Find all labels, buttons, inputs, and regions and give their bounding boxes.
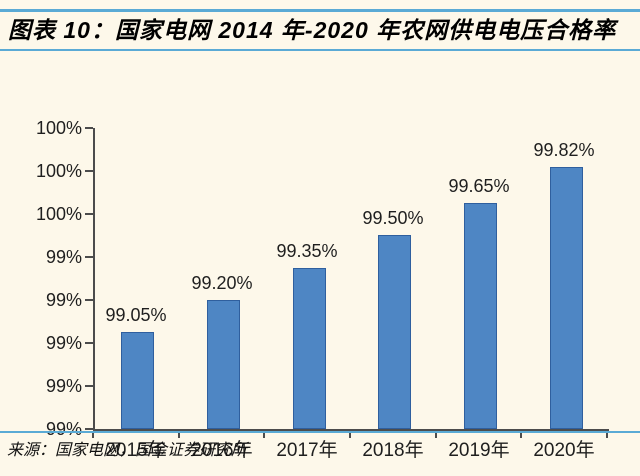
bar-value-label: 99.05% bbox=[105, 305, 167, 325]
bar-value-label: 99.20% bbox=[191, 273, 253, 293]
bar bbox=[293, 268, 326, 429]
x-tick-mark bbox=[263, 431, 266, 438]
bar-value-label: 99.65% bbox=[448, 176, 510, 196]
bar bbox=[550, 167, 583, 429]
y-tick-label: 100% bbox=[35, 204, 82, 224]
y-tick-mark bbox=[85, 256, 93, 258]
x-tick-mark bbox=[92, 431, 94, 438]
x-axis-label: 2018年 bbox=[362, 440, 424, 461]
bar-value-label: 99.50% bbox=[362, 208, 424, 228]
top-divider-line bbox=[0, 9, 640, 12]
y-tick-label: 99% bbox=[45, 419, 82, 439]
figure-title: 图表 10：国家电网 2014 年-2020 年农网供电电压合格率 bbox=[8, 17, 617, 43]
y-tick-mark bbox=[85, 170, 93, 172]
x-tick-mark bbox=[520, 431, 523, 438]
y-tick-mark bbox=[85, 213, 93, 215]
x-axis-label: 2017年 bbox=[276, 440, 338, 461]
x-tick-mark bbox=[606, 431, 608, 438]
y-tick-label: 100% bbox=[35, 161, 82, 181]
x-axis-label: 2015年 bbox=[105, 440, 167, 461]
x-tick-mark bbox=[434, 431, 437, 438]
bar-chart: 100% 100% 100% 99% 99% 99% 99% 99% 99.05% 2015年 99… bbox=[0, 55, 640, 461]
y-tick-label: 99% bbox=[45, 333, 82, 353]
y-tick-label: 100% bbox=[35, 118, 82, 138]
footer-divider-line bbox=[0, 431, 640, 433]
x-axis-label: 2016年 bbox=[191, 440, 253, 461]
y-tick-label: 99% bbox=[45, 290, 82, 310]
source-note: 来源：国家电网，国金证券研究所 bbox=[7, 442, 248, 459]
y-tick-mark bbox=[85, 385, 93, 387]
x-axis-label: 2020年 bbox=[533, 440, 595, 461]
title-divider-line bbox=[0, 49, 640, 51]
x-axis-label: 2019年 bbox=[448, 440, 510, 461]
bar bbox=[464, 203, 497, 429]
y-tick-mark bbox=[85, 342, 93, 344]
y-tick-mark bbox=[85, 428, 93, 430]
bar-value-label: 99.82% bbox=[533, 140, 595, 160]
bar bbox=[207, 300, 240, 429]
y-tick-label: 99% bbox=[45, 376, 82, 396]
y-tick-label: 99% bbox=[45, 247, 82, 267]
y-tick-mark bbox=[85, 127, 93, 129]
x-tick-mark bbox=[177, 431, 180, 438]
y-tick-mark bbox=[85, 299, 93, 301]
bar bbox=[378, 235, 411, 429]
plot-area bbox=[93, 128, 609, 431]
bar bbox=[121, 332, 154, 429]
x-tick-mark bbox=[349, 431, 351, 438]
bar-value-label: 99.35% bbox=[276, 241, 338, 261]
